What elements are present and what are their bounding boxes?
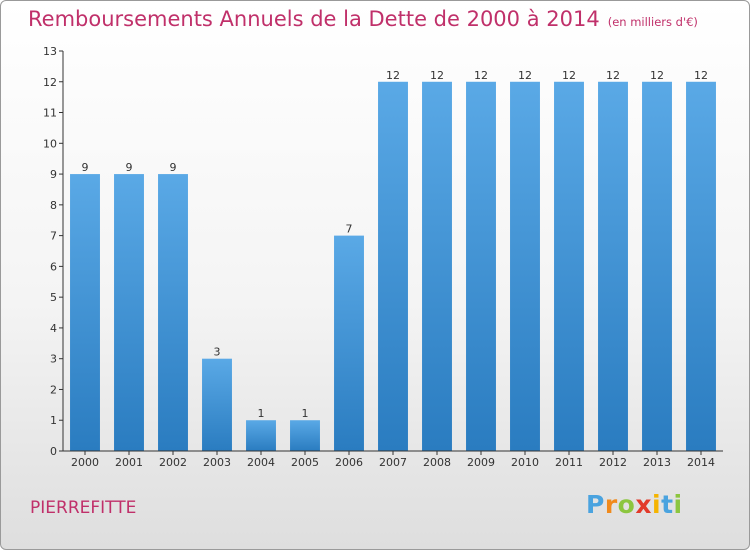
data-label-2007: 12 bbox=[386, 69, 400, 82]
y-tick-label-11: 11 bbox=[43, 107, 57, 120]
y-tick-label-10: 10 bbox=[43, 137, 57, 150]
commune-name: PIERREFITTE bbox=[30, 498, 137, 518]
proxiti-logo: Proxiti bbox=[586, 490, 683, 519]
data-label-2001: 9 bbox=[126, 161, 133, 174]
logo-letter: r bbox=[604, 490, 618, 519]
x-tick-label-2001: 2001 bbox=[115, 456, 143, 469]
x-tick-label-2010: 2010 bbox=[511, 456, 539, 469]
bar-2013 bbox=[642, 81, 672, 452]
x-tick-label-2004: 2004 bbox=[247, 456, 275, 469]
y-tick-label-0: 0 bbox=[50, 445, 57, 458]
data-label-2013: 12 bbox=[650, 69, 664, 82]
chart-title-text: Remboursements Annuels de la Dette de 20… bbox=[28, 7, 600, 31]
logo-letter: P bbox=[586, 490, 605, 519]
x-tick-label-2012: 2012 bbox=[599, 456, 627, 469]
bar-2001 bbox=[114, 174, 144, 452]
data-label-2004: 1 bbox=[258, 407, 265, 420]
y-tick-label-1: 1 bbox=[50, 414, 57, 427]
bar-2014 bbox=[686, 81, 716, 452]
y-tick-label-7: 7 bbox=[50, 230, 57, 243]
chart-title: Remboursements Annuels de la Dette de 20… bbox=[28, 7, 698, 31]
x-tick-label-2005: 2005 bbox=[291, 456, 319, 469]
data-label-2014: 12 bbox=[694, 69, 708, 82]
x-tick-label-2008: 2008 bbox=[423, 456, 451, 469]
labels-group: 9200092001920023200312004120057200612200… bbox=[43, 45, 715, 469]
x-tick-label-2014: 2014 bbox=[687, 456, 715, 469]
bars-group bbox=[70, 81, 716, 452]
y-tick-label-6: 6 bbox=[50, 260, 57, 273]
bar-2010 bbox=[510, 81, 540, 452]
data-label-2002: 9 bbox=[170, 161, 177, 174]
bar-2008 bbox=[422, 81, 452, 452]
bar-2012 bbox=[598, 81, 628, 452]
x-tick-label-2009: 2009 bbox=[467, 456, 495, 469]
x-tick-label-2013: 2013 bbox=[643, 456, 671, 469]
y-tick-label-12: 12 bbox=[43, 76, 57, 89]
data-label-2011: 12 bbox=[562, 69, 576, 82]
y-tick-label-8: 8 bbox=[50, 199, 57, 212]
unit-label: (en milliers d'€) bbox=[607, 15, 698, 29]
logo-letter: x bbox=[635, 490, 652, 519]
bar-2000 bbox=[70, 174, 100, 452]
y-tick-label-3: 3 bbox=[50, 353, 57, 366]
bar-2005 bbox=[290, 420, 320, 451]
bar-2007 bbox=[378, 81, 408, 452]
data-label-2012: 12 bbox=[606, 69, 620, 82]
y-tick-label-4: 4 bbox=[50, 322, 57, 335]
data-label-2010: 12 bbox=[518, 69, 532, 82]
x-tick-label-2003: 2003 bbox=[203, 456, 231, 469]
x-tick-label-2000: 2000 bbox=[71, 456, 99, 469]
data-label-2009: 12 bbox=[474, 69, 488, 82]
y-tick-label-13: 13 bbox=[43, 45, 57, 58]
x-tick-label-2007: 2007 bbox=[379, 456, 407, 469]
y-tick-label-2: 2 bbox=[50, 383, 57, 396]
x-tick-label-2011: 2011 bbox=[555, 456, 583, 469]
bar-2003 bbox=[202, 358, 232, 451]
y-tick-label-5: 5 bbox=[50, 291, 57, 304]
x-tick-label-2006: 2006 bbox=[335, 456, 363, 469]
data-label-2008: 12 bbox=[430, 69, 444, 82]
data-label-2005: 1 bbox=[302, 407, 309, 420]
x-tick-label-2002: 2002 bbox=[159, 456, 187, 469]
data-label-2006: 7 bbox=[346, 223, 353, 236]
logo-letter: i bbox=[652, 490, 662, 519]
bar-2009 bbox=[466, 81, 496, 452]
logo-letter: i bbox=[673, 490, 683, 519]
bar-2011 bbox=[554, 81, 584, 452]
bar-2002 bbox=[158, 174, 188, 452]
bar-2004 bbox=[246, 420, 276, 451]
bar-2006 bbox=[334, 235, 364, 451]
data-label-2003: 3 bbox=[214, 346, 221, 359]
data-label-2000: 9 bbox=[82, 161, 89, 174]
y-tick-label-9: 9 bbox=[50, 168, 57, 181]
axes-group bbox=[59, 50, 723, 455]
logo-letter: o bbox=[617, 490, 636, 519]
logo-letter: t bbox=[661, 490, 674, 519]
